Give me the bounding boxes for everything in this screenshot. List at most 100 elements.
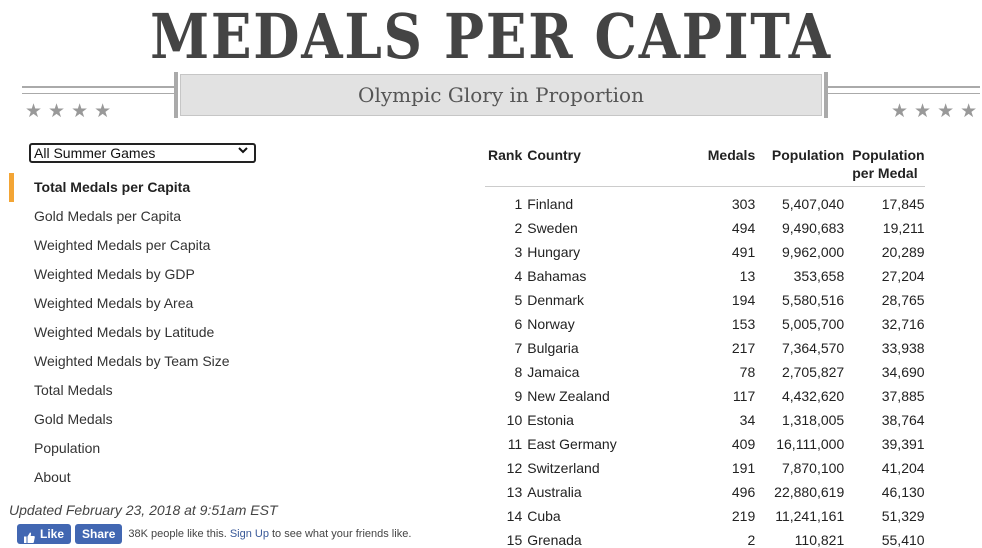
cell-population: 4,432,620 xyxy=(781,388,845,404)
nav-item-about[interactable]: About xyxy=(34,469,71,485)
stars-left-icon: ★★★★ xyxy=(25,100,118,122)
nav-item-gold-medals[interactable]: Gold Medals xyxy=(34,411,113,427)
cell-country: Norway xyxy=(527,316,575,332)
header-population[interactable]: Population xyxy=(755,144,845,187)
nav-item-weighted-medals-by-gdp[interactable]: Weighted Medals by GDP xyxy=(34,266,195,282)
cell-population: 2,705,827 xyxy=(781,364,845,380)
nav-item-total-medals[interactable]: Total Medals xyxy=(34,382,113,398)
table-row: 4 Bahamas 13 353,658 27,204 xyxy=(485,264,924,288)
facebook-signup-link[interactable]: Sign Up xyxy=(229,528,269,540)
cell-rank: 10 xyxy=(506,412,523,428)
cell-rank: 2 xyxy=(514,220,523,236)
cell-population: 7,364,570 xyxy=(781,340,845,356)
cell-country: Estonia xyxy=(527,412,574,428)
nav-item-weighted-medals-by-latitude[interactable]: Weighted Medals by Latitude xyxy=(34,324,215,340)
cell-medals: 496 xyxy=(731,484,756,500)
table-row: 14 Cuba 219 11,241,161 51,329 xyxy=(485,504,925,528)
ribbon-line-right-top xyxy=(828,86,980,88)
table-row: 2 Sweden 494 9,490,683 19,211 xyxy=(485,216,925,240)
cell-medals: 217 xyxy=(731,340,756,356)
cell-population: 5,407,040 xyxy=(781,196,845,212)
cell-country: Australia xyxy=(527,484,582,500)
cell-population-per-medal: 46,130 xyxy=(881,484,925,500)
table-row: 13 Australia 496 22,880,619 46,130 xyxy=(485,480,925,504)
table-row: 7 Bulgaria 217 7,364,570 33,938 xyxy=(485,336,924,360)
table-row: 3 Hungary 491 9,962,000 20,289 xyxy=(485,240,925,264)
cell-population-per-medal: 34,690 xyxy=(881,364,925,380)
games-filter-value: All Summer Games xyxy=(34,145,156,161)
table-row: 1 Finland 303 5,407,040 17,845 xyxy=(485,187,924,217)
cell-population-per-medal: 19,211 xyxy=(882,220,925,236)
facebook-like-label: Like xyxy=(40,527,65,541)
cell-medals: 219 xyxy=(731,508,756,524)
cell-country: Denmark xyxy=(527,292,585,308)
cell-medals: 78 xyxy=(739,364,756,380)
cell-rank: 6 xyxy=(514,316,523,332)
cell-medals: 191 xyxy=(731,460,756,476)
stars-right-icon: ★★★★ xyxy=(891,100,982,122)
cell-population-per-medal: 55,410 xyxy=(881,532,925,548)
nav-item-weighted-medals-per-capita[interactable]: Weighted Medals per Capita xyxy=(34,237,211,253)
nav-item-weighted-medals-by-team-size[interactable]: Weighted Medals by Team Size xyxy=(34,353,230,369)
table-row: 12 Switzerland 191 7,870,100 41,204 xyxy=(485,456,925,480)
ribbon-cap-right xyxy=(824,72,828,118)
cell-country: Bulgaria xyxy=(527,340,579,356)
ribbon-line-right-bottom xyxy=(828,93,980,94)
cell-rank: 3 xyxy=(514,244,523,260)
chevron-down-icon xyxy=(237,144,249,161)
table-row: 10 Estonia 34 1,318,005 38,764 xyxy=(485,408,925,432)
cell-medals: 491 xyxy=(731,244,756,260)
cell-medals: 194 xyxy=(731,292,756,308)
facebook-signup-text: to see what your friends like. xyxy=(271,528,412,540)
table-row: 5 Denmark 194 5,580,516 28,765 xyxy=(485,288,924,312)
nav-item-weighted-medals-by-area[interactable]: Weighted Medals by Area xyxy=(34,295,194,311)
facebook-share-button[interactable]: Share xyxy=(75,524,123,544)
cell-rank: 13 xyxy=(506,484,523,500)
cell-population-per-medal: 20,289 xyxy=(881,244,925,260)
cell-rank: 11 xyxy=(507,436,523,452)
page-title: MEDALS PER CAPITA xyxy=(150,0,832,73)
table-row: 11 East Germany 409 16,111,000 39,391 xyxy=(485,432,925,456)
cell-country: Hungary xyxy=(527,244,581,260)
header-country[interactable]: Country xyxy=(527,144,652,187)
thumbs-up-icon xyxy=(24,529,35,543)
cell-medals: 153 xyxy=(731,316,756,332)
cell-population: 353,658 xyxy=(793,268,845,284)
cell-country: New Zealand xyxy=(527,388,610,404)
header-rank[interactable]: Rank xyxy=(485,144,528,187)
table-row: 8 Jamaica 78 2,705,827 34,690 xyxy=(485,360,925,384)
cell-rank: 14 xyxy=(506,508,523,524)
cell-rank: 12 xyxy=(506,460,523,476)
cell-rank: 9 xyxy=(514,388,523,404)
header-ppm-line2: per Medal xyxy=(852,165,918,181)
nav-item-total-medals-per-capita[interactable]: Total Medals per Capita xyxy=(34,179,191,195)
facebook-like-button[interactable]: Like xyxy=(17,524,72,544)
cell-medals: 494 xyxy=(731,220,756,236)
header-medals[interactable]: Medals xyxy=(651,144,756,187)
updated-timestamp: Updated February 23, 2018 at 9:51am EST xyxy=(9,502,278,518)
cell-medals: 303 xyxy=(731,196,756,212)
facebook-share-label: Share xyxy=(82,527,116,541)
medals-table: Rank Country Medals Population Populatio… xyxy=(485,144,925,548)
cell-country: Switzerland xyxy=(527,460,600,476)
cell-medals: 2 xyxy=(747,532,756,548)
cell-country: Cuba xyxy=(527,508,561,524)
nav-item-gold-medals-per-capita[interactable]: Gold Medals per Capita xyxy=(34,208,182,224)
cell-population: 9,490,683 xyxy=(781,220,845,236)
header-population-per-medal[interactable]: Population per Medal xyxy=(844,144,925,187)
cell-population: 9,962,000 xyxy=(781,244,845,260)
subtitle: Olympic Glory in Proportion xyxy=(180,74,822,116)
games-filter-select[interactable]: All Summer Games xyxy=(29,143,256,163)
cell-medals: 117 xyxy=(732,388,756,404)
nav-item-population[interactable]: Population xyxy=(34,440,101,456)
cell-medals: 34 xyxy=(739,412,756,428)
cell-medals: 13 xyxy=(739,268,756,284)
cell-population: 22,880,619 xyxy=(774,484,845,500)
cell-population-per-medal: 38,764 xyxy=(881,412,925,428)
table-header-row: Rank Country Medals Population Populatio… xyxy=(485,144,925,187)
cell-population: 16,111,000 xyxy=(776,436,845,452)
cell-population: 7,870,100 xyxy=(781,460,845,476)
cell-rank: 8 xyxy=(514,364,523,380)
cell-medals: 409 xyxy=(731,436,756,452)
cell-population: 11,241,161 xyxy=(775,508,845,524)
